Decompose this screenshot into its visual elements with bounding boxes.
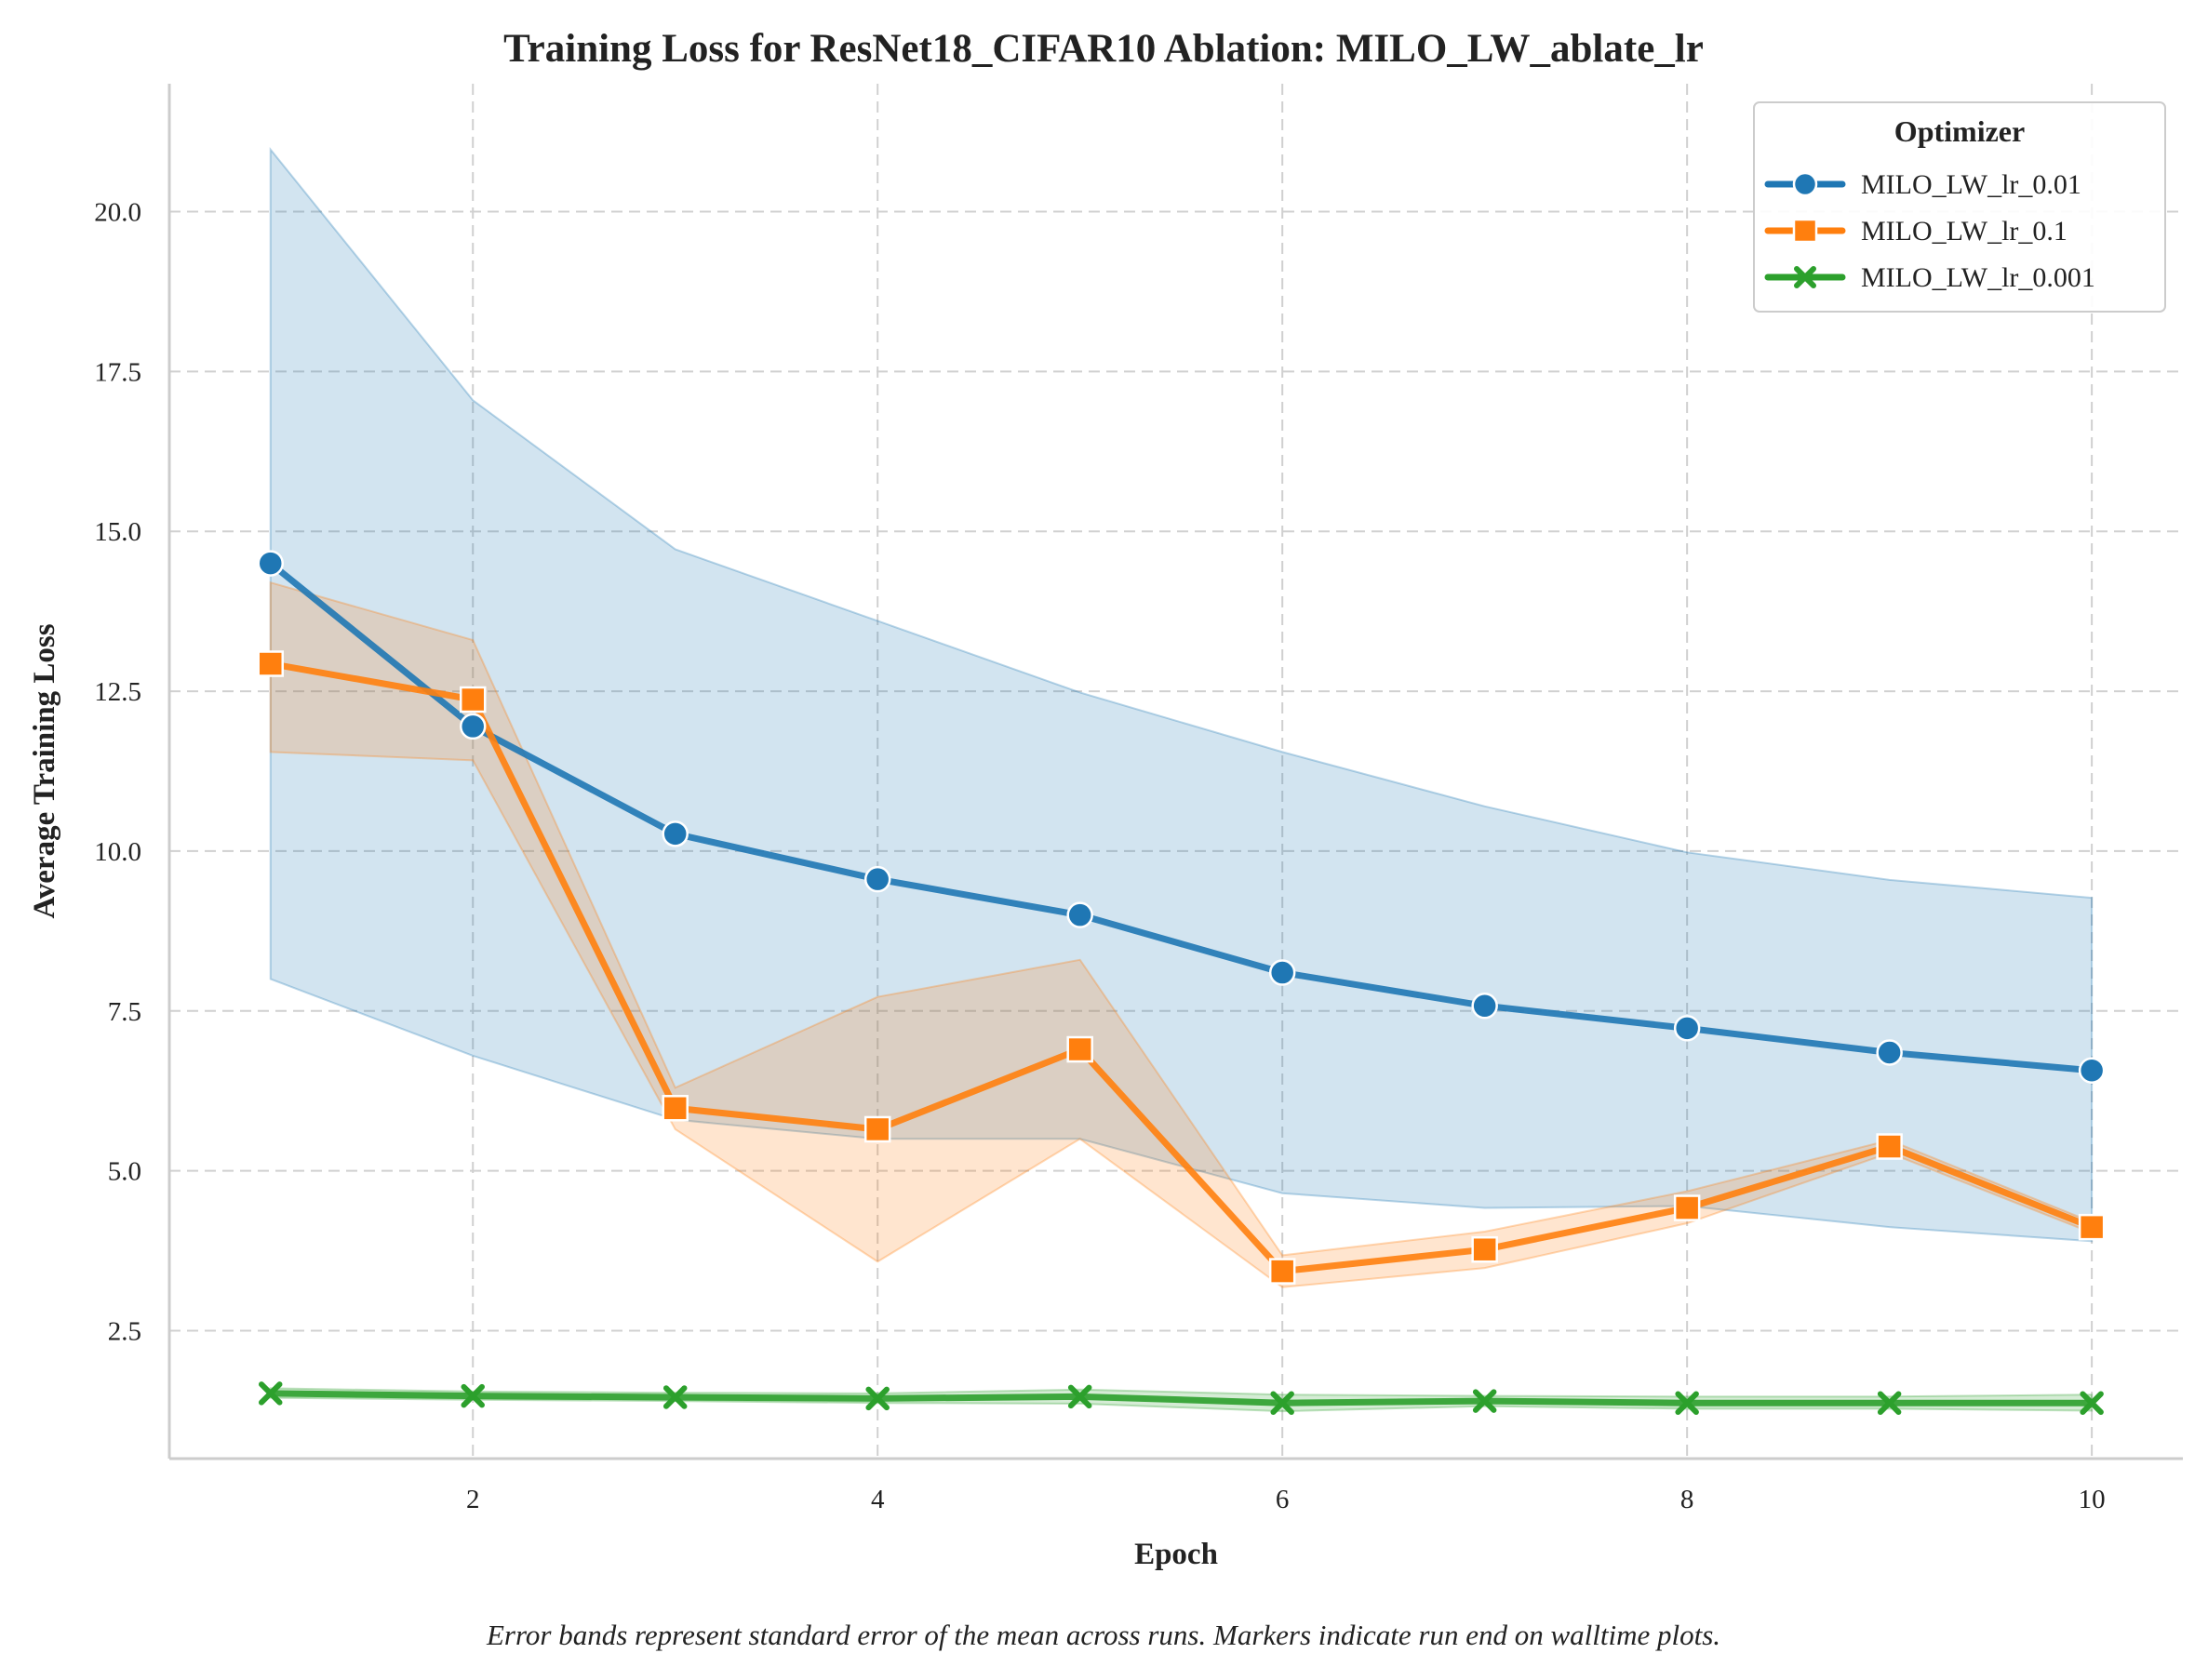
y-tick-label: 15.0 (94, 517, 141, 547)
data-point (1792, 218, 1818, 244)
marker-stroke (865, 1386, 890, 1411)
data-point (1673, 1015, 1701, 1042)
data-point (1876, 1039, 1903, 1066)
legend-item: MILO_LW_lr_0.001 (1764, 262, 2095, 293)
x-axis-label: Epoch (1134, 1538, 1218, 1571)
data-point (258, 1381, 283, 1406)
data-point (1270, 1391, 1294, 1415)
marker-stroke (1067, 1384, 1092, 1409)
data-point (459, 686, 487, 713)
marker-stroke (662, 1385, 688, 1409)
data-point (865, 1386, 890, 1411)
legend-label: MILO_LW_lr_0.1 (1861, 216, 2067, 247)
y-tick-label: 7.5 (108, 997, 141, 1027)
series-line (267, 1390, 2095, 1407)
y-tick-labels: 2.5 5.0 7.5 10.0 12.5 15.0 17.5 20.0 (94, 197, 141, 1346)
data-point (2078, 1213, 2106, 1241)
series-markers (257, 550, 2106, 1415)
x-tick-label: 8 (1680, 1485, 1694, 1514)
legend-item: MILO_LW_lr_0.1 (1764, 216, 2067, 247)
y-tick-label: 12.5 (94, 677, 141, 707)
data-point (1268, 959, 1296, 986)
marker-stroke (1675, 1391, 1699, 1415)
marker-stroke (1270, 1391, 1294, 1415)
data-point (1472, 1389, 1497, 1413)
y-axis-label: Average Training Loss (28, 623, 61, 918)
data-point (1066, 1035, 1093, 1063)
x-tick-label: 2 (466, 1485, 480, 1514)
data-point (662, 1095, 689, 1122)
data-point (257, 650, 284, 677)
data-point (1067, 1384, 1092, 1409)
error-band (269, 146, 2094, 1243)
error-bands (269, 146, 2094, 1413)
legend-label: MILO_LW_lr_0.001 (1861, 262, 2095, 293)
x-tick-label: 10 (2079, 1485, 2106, 1514)
data-point (1794, 266, 1816, 288)
legend-item: MILO_LW_lr_0.01 (1764, 169, 2081, 200)
y-tick-label: 20.0 (94, 197, 141, 227)
data-point (1792, 171, 1818, 197)
data-point (863, 865, 891, 893)
data-point (1471, 1235, 1498, 1263)
data-point (1876, 1133, 1903, 1160)
data-point (1471, 993, 1498, 1020)
data-point (1673, 1194, 1701, 1221)
data-point (2080, 1391, 2104, 1415)
x-tick-label: 6 (1276, 1485, 1290, 1514)
data-point (863, 1115, 891, 1143)
data-point (257, 550, 284, 577)
series-lines (267, 560, 2095, 1407)
marker-stroke (2080, 1391, 2104, 1415)
data-point (459, 713, 487, 740)
y-tick-label: 17.5 (94, 357, 141, 387)
data-point (2078, 1057, 2106, 1084)
marker-stroke (461, 1383, 485, 1408)
legend-title: Optimizer (1894, 114, 2025, 148)
x-tick-labels: 2 4 6 8 10 (466, 1485, 2106, 1514)
chart-title: Training Loss for ResNet18_CIFAR10 Ablat… (503, 27, 1704, 71)
data-point (461, 1383, 485, 1408)
data-point (1877, 1391, 1902, 1415)
data-point (662, 1385, 688, 1409)
y-tick-label: 5.0 (108, 1157, 141, 1187)
data-point (662, 820, 689, 847)
legend-items: MILO_LW_lr_0.01 MILO_LW_lr_0.1 MILO_LW_lr_… (1764, 169, 2095, 293)
series-line (267, 560, 2095, 1074)
legend-box (1753, 101, 2166, 313)
series-line (267, 660, 2095, 1275)
legend: Optimizer MILO_LW_lr_0.01MILO_LW_lr_0.1M… (1753, 101, 2166, 313)
y-tick-label: 2.5 (108, 1317, 141, 1347)
marker-stroke (258, 1381, 283, 1406)
y-tick-label: 10.0 (94, 837, 141, 867)
marker-stroke (1877, 1391, 1902, 1415)
x-tick-label: 4 (871, 1485, 885, 1514)
data-point (1268, 1258, 1296, 1285)
marker-stroke (1794, 266, 1816, 288)
legend-label: MILO_LW_lr_0.01 (1861, 169, 2081, 200)
marker-stroke (1472, 1389, 1497, 1413)
data-point (1675, 1391, 1699, 1415)
chart-caption: Error bands represent standard error of … (486, 1619, 1720, 1651)
data-point (1066, 901, 1093, 928)
